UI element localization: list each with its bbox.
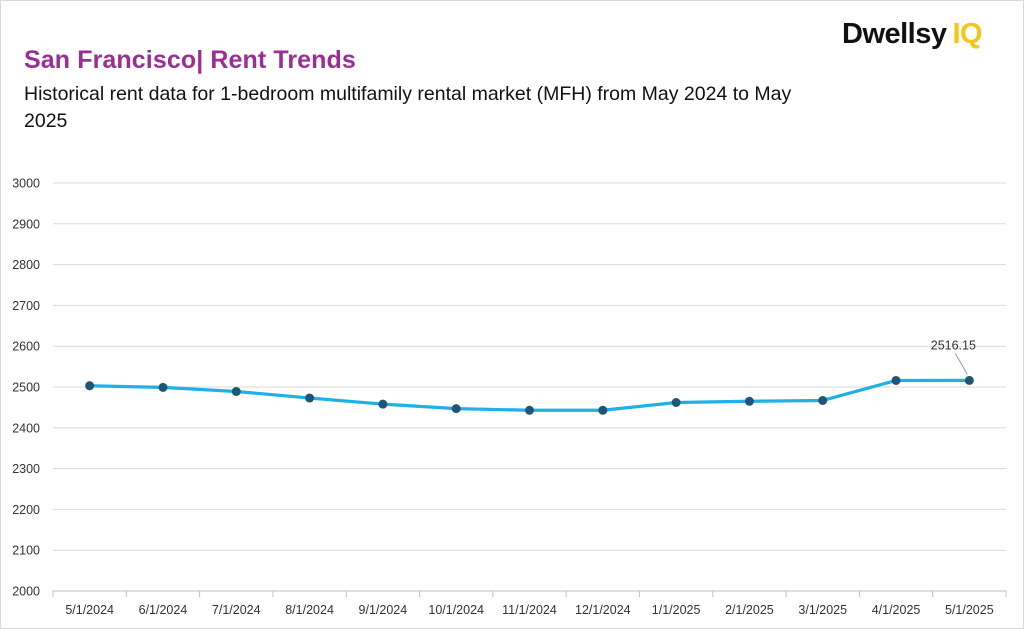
- y-tick-label: 2300: [12, 462, 40, 476]
- brand-logo: Dwellsy IQ: [842, 18, 983, 51]
- x-tick-label: 5/1/2025: [945, 603, 994, 617]
- y-tick-label: 2600: [12, 340, 40, 354]
- x-tick-label: 11/1/2024: [502, 603, 557, 617]
- y-tick-label: 2000: [12, 585, 40, 599]
- y-axis-ticks: 2000 2100 2200 2300 2400 2500 2600 2700 2800 2900…: [12, 177, 40, 599]
- x-tick-label: 2/1/2025: [725, 603, 774, 617]
- annotation-layer: 2516.15: [931, 338, 976, 375]
- logo-accent-text: IQ: [952, 18, 983, 50]
- x-tick-label: 10/1/2024: [428, 603, 484, 617]
- y-tick-label: 2200: [12, 503, 40, 517]
- x-tick-label: 3/1/2025: [798, 603, 847, 617]
- data-label: 2516.15: [931, 338, 976, 352]
- y-tick-label: 2500: [12, 381, 40, 395]
- logo-text: Dwellsy: [842, 18, 947, 50]
- data-point: [671, 398, 681, 408]
- data-point: [158, 382, 168, 392]
- x-tick-label: 9/1/2024: [359, 603, 408, 617]
- gridlines: [53, 182, 1006, 592]
- data-point: [451, 404, 461, 414]
- x-tick-label: 7/1/2024: [212, 603, 261, 617]
- chart-subtitle: Historical rent data for 1-bedroom multi…: [24, 83, 792, 132]
- data-point: [85, 381, 95, 391]
- x-axis-ticks: 5/1/2024 6/1/2024 7/1/2024 8/1/2024 9/1/2024…: [52, 591, 1007, 617]
- y-tick-label: 2400: [12, 421, 40, 435]
- x-tick-label: 6/1/2024: [139, 603, 188, 617]
- data-point: [818, 395, 828, 405]
- series-layer: [85, 375, 974, 415]
- x-tick-label: 5/1/2024: [65, 603, 114, 617]
- data-point: [231, 386, 241, 396]
- x-tick-label: 12/1/2024: [575, 603, 631, 617]
- x-tick-label: 1/1/2025: [652, 603, 701, 617]
- chart-title: San Francisco| Rent Trends: [24, 46, 356, 74]
- y-tick-label: 2900: [12, 217, 40, 231]
- data-point: [305, 393, 315, 403]
- data-point: [964, 375, 974, 385]
- data-point: [744, 396, 754, 406]
- y-tick-label: 2800: [12, 258, 40, 272]
- annotation-leader: [954, 353, 968, 375]
- y-tick-label: 2700: [12, 299, 40, 313]
- y-tick-label: 3000: [12, 177, 40, 191]
- data-point: [378, 399, 388, 409]
- x-tick-label: 8/1/2024: [285, 603, 334, 617]
- x-tick-label: 4/1/2025: [872, 603, 921, 617]
- data-point: [525, 405, 534, 415]
- y-tick-label: 2100: [12, 544, 40, 558]
- data-point: [891, 375, 901, 385]
- data-point: [598, 405, 608, 415]
